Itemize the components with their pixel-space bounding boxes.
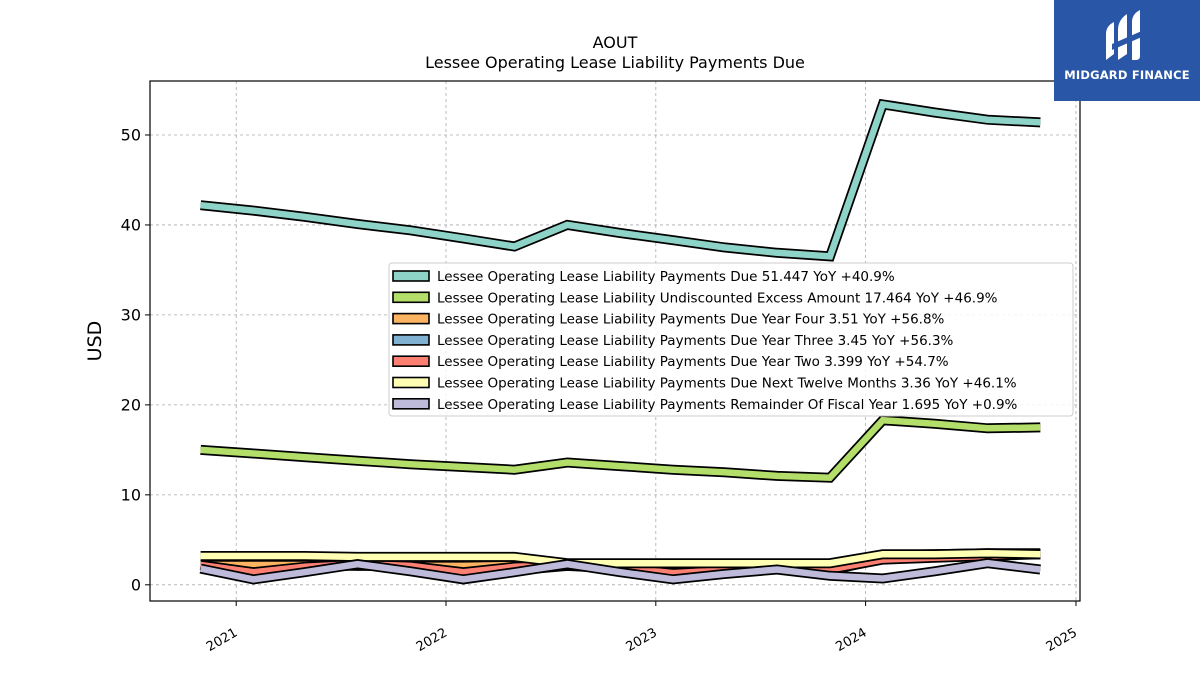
y-tick-label: 40: [121, 215, 141, 234]
legend-box: [388, 262, 1074, 417]
y-tick-label: 10: [121, 485, 141, 504]
legend-entry: Lessee Operating Lease Liability Payment…: [437, 269, 895, 285]
legend-entry: Lessee Operating Lease Liability Undisco…: [437, 290, 998, 306]
x-tick-label: 2023: [624, 625, 660, 655]
logo-text: MIDGARD FINANCE: [1064, 68, 1190, 82]
legend-swatch: [392, 397, 430, 410]
x-tick-label: 2025: [1044, 625, 1080, 655]
series-line-6: [199, 558, 1041, 585]
series-layer: [199, 98, 1041, 585]
series-stroke: [199, 559, 1041, 583]
brand-logo: MIDGARD FINANCE: [1054, 0, 1200, 101]
plot-frame: [149, 80, 1081, 602]
legend-swatch: [392, 270, 430, 282]
logo-mark-icon: [1106, 10, 1144, 60]
legend-entry: Lessee Operating Lease Liability Payment…: [437, 333, 954, 349]
legend: Lessee Operating Lease Liability Payment…: [388, 262, 1074, 417]
y-tick-label: 50: [121, 125, 141, 144]
legend-swatch: [392, 334, 430, 346]
legend-swatch: [392, 355, 430, 368]
legend-entry: Lessee Operating Lease Liability Payment…: [437, 376, 1017, 392]
y-tick-label: 30: [121, 305, 141, 324]
chart-subtitle: Lessee Operating Lease Liability Payment…: [425, 53, 805, 72]
legend-entry: Lessee Operating Lease Liability Payment…: [437, 397, 1018, 413]
series-stroke: [200, 416, 1041, 481]
legend-swatch: [392, 376, 430, 389]
series-line-0: [200, 98, 1041, 262]
chart-title: AOUT: [593, 33, 638, 52]
legend-entry: Lessee Operating Lease Liability Payment…: [437, 312, 945, 328]
series-line-1: [200, 415, 1041, 483]
y-tick-label: 20: [121, 395, 141, 414]
y-tick-label: 0: [131, 575, 141, 594]
legend-entry: Lessee Operating Lease Liability Payment…: [437, 354, 949, 370]
y-axis-label: USD: [84, 321, 106, 362]
x-tick-label: 2021: [204, 625, 240, 655]
x-tick-label: 2024: [833, 625, 869, 655]
x-tick-label: 2022: [414, 625, 450, 655]
series-stroke: [200, 550, 1041, 567]
legend-swatch: [392, 312, 430, 325]
legend-swatch: [392, 291, 430, 304]
series-stroke: [200, 100, 1041, 260]
series-line-5: [200, 548, 1041, 569]
